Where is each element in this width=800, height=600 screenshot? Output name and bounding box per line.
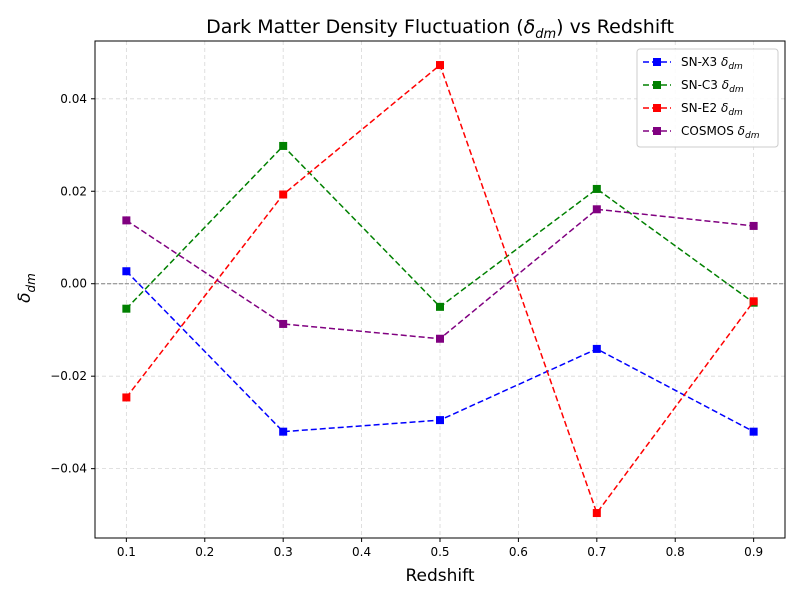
legend-box [636,48,779,148]
x-tick-label: 0.1 [117,545,136,559]
data-point-sn-e2 [749,297,758,306]
x-tick-label: 0.6 [509,545,528,559]
data-point-cosmos [749,221,758,230]
data-point-sn-c3 [436,302,444,311]
x-tick-label: 0.9 [744,545,763,559]
data-point-sn-x3 [279,427,288,436]
x-tick-label: 0.5 [430,545,449,559]
chart-title: Dark Matter Density Fluctuation (δdm) vs… [206,16,674,42]
series-sn-x3 [122,267,758,436]
legend-label: COSMOS δdm [681,124,760,141]
legend-entry-sn-c3: SN-C3 δdm [643,78,744,95]
legend-marker [653,58,661,66]
data-point-sn-e2 [122,393,131,402]
x-tick-label: 0.8 [666,545,685,559]
series-layer [122,61,758,518]
tick-layer: 0.1 0.2 0.3 0.4 0.5 0.6 0.7 0.8 0.9 −0.04 −0.02 0.0… [50,92,763,559]
data-point-cosmos [436,334,444,343]
x-tick-label: 0.3 [274,545,293,559]
data-point-sn-x3 [749,427,758,436]
data-point-sn-c3 [592,184,601,193]
data-point-sn-x3 [592,344,601,353]
legend-marker [653,104,661,112]
legend-label: SN-X3 δdm [681,55,743,72]
y-tick-label: −0.02 [50,369,87,383]
data-point-sn-e2 [279,190,288,199]
data-point-sn-x3 [122,267,131,276]
data-point-sn-c3 [122,304,131,313]
legend-marker [653,127,661,135]
y-tick-label: −0.04 [50,462,87,476]
series-sn-e2 [122,61,758,518]
y-tick-label: 0.04 [60,92,87,106]
y-tick-label: 0.02 [60,184,87,198]
data-point-cosmos [279,319,288,328]
y-tick-label: 0.00 [60,277,87,291]
data-point-sn-x3 [436,416,444,425]
legend-label: SN-E2 δdm [681,101,743,118]
legend-entry-sn-e2: SN-E2 δdm [643,101,743,118]
data-point-cosmos [122,216,131,225]
data-point-cosmos [592,205,601,214]
y-axis-label: δdm [15,273,38,303]
data-point-sn-e2 [592,509,601,518]
x-tick-label: 0.2 [195,545,214,559]
legend-marker [653,81,661,89]
legend-label: SN-C3 δdm [681,78,744,95]
legend-entry-sn-x3: SN-X3 δdm [643,55,743,72]
x-tick-label: 0.4 [352,545,371,559]
legend-entry-cosmos: COSMOS δdm [643,124,760,141]
data-point-sn-e2 [436,61,444,70]
series-cosmos [122,205,758,343]
x-tick-label: 0.7 [587,545,606,559]
legend: SN-X3 δdm SN-C3 δdm SN-E2 δdm COSMOS δdm [636,48,779,148]
data-point-sn-c3 [279,141,288,150]
x-axis-label: Redshift [405,566,474,586]
